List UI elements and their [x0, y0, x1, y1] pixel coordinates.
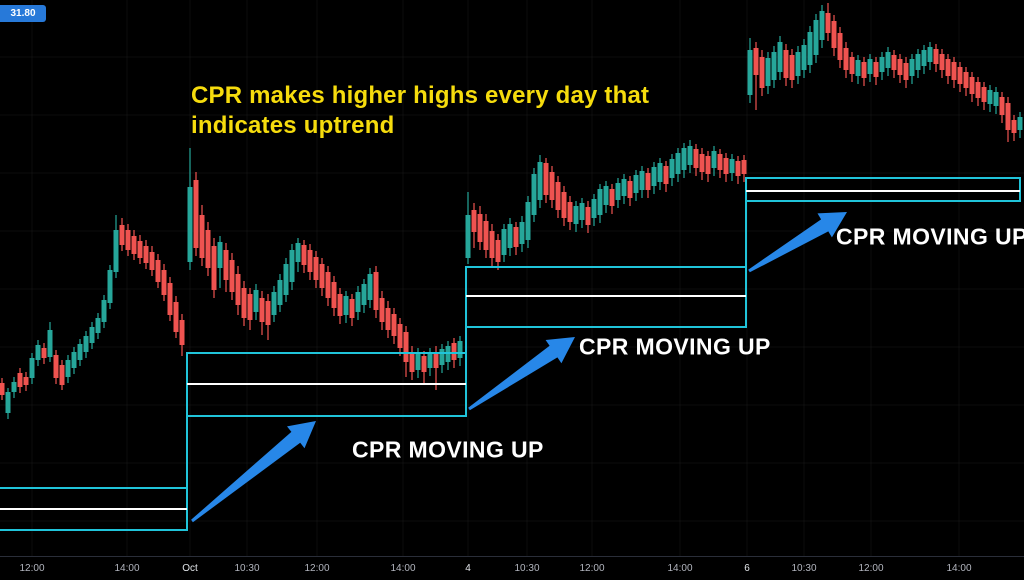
price-badge: 31.80: [0, 5, 46, 22]
chart-plot-area[interactable]: [0, 0, 1024, 556]
time-axis-label: 6: [744, 563, 750, 574]
time-axis-label: 14:00: [946, 563, 972, 574]
price-badge-value: 31.80: [10, 8, 36, 19]
cpr-box: [745, 177, 1021, 202]
time-axis-label: 10:30: [514, 563, 540, 574]
time-axis-label: 14:00: [114, 563, 140, 574]
time-axis-label: Oct: [182, 563, 198, 574]
time-axis-label: 10:30: [791, 563, 817, 574]
time-axis-label: 4: [465, 563, 471, 574]
time-axis[interactable]: 12:00 14:00 Oct 10:30 12:00 14:00 4 10:30 12:00 1…: [0, 556, 1024, 580]
cpr-moving-up-label-3: CPR MOVING UP: [836, 223, 1024, 250]
annotation-line-2: indicates uptrend: [191, 112, 395, 139]
up-arrows: [191, 212, 847, 523]
up-arrow-icon: [748, 212, 847, 273]
time-axis-label: 14:00: [390, 563, 416, 574]
time-axis-label: 14:00: [667, 563, 693, 574]
time-axis-label: 12:00: [19, 563, 45, 574]
cpr-indicator: [0, 177, 1021, 531]
annotation-line-1: CPR makes higher highs every day that: [191, 82, 650, 109]
cpr-moving-up-label-2: CPR MOVING UP: [579, 333, 771, 360]
cpr-moving-up-label-1: CPR MOVING UP: [352, 436, 544, 463]
time-axis-label: 12:00: [579, 563, 605, 574]
time-axis-label: 12:00: [304, 563, 330, 574]
candles: [0, 3, 1023, 419]
up-arrow-icon: [191, 421, 316, 523]
time-axis-label: 12:00: [858, 563, 884, 574]
up-arrow-icon: [468, 337, 575, 411]
annotation-title: CPR makes higher highs every day that in…: [191, 81, 649, 141]
time-axis-label: 10:30: [234, 563, 260, 574]
